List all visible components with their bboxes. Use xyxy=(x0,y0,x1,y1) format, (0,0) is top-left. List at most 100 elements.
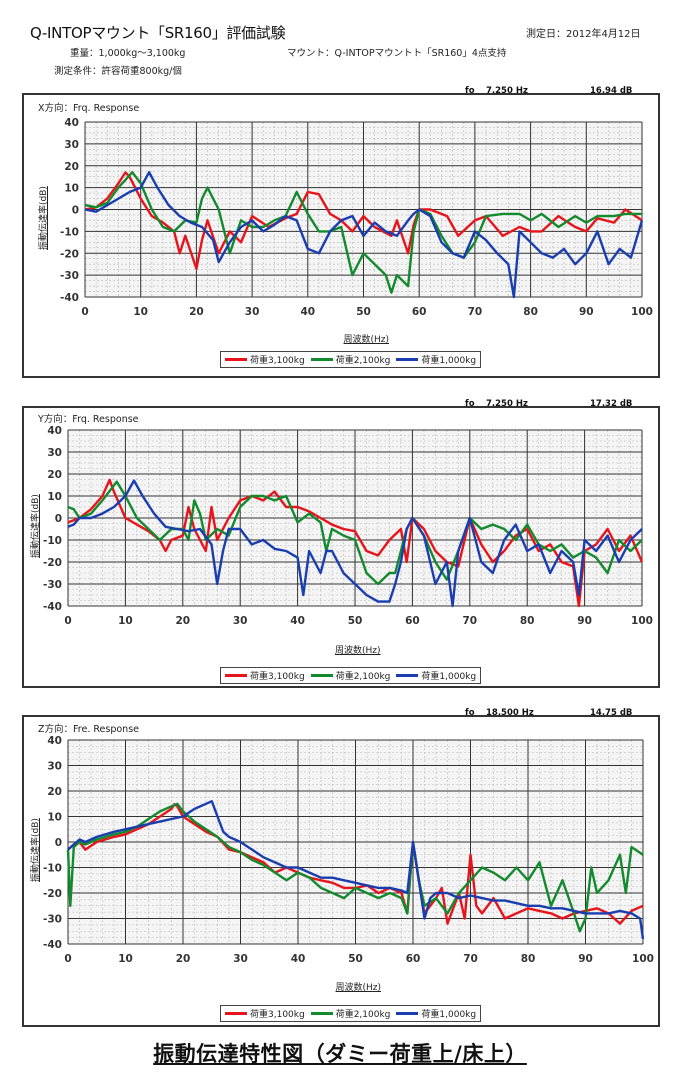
y-tick-label: 20 xyxy=(64,161,79,173)
x-tick-label: 30 xyxy=(233,953,248,965)
mount-info: マウント：Q-INTOPマウントト「SR160」4点支持 xyxy=(287,48,507,59)
legend-item: 荷重1,000kg xyxy=(396,1007,476,1020)
legend-swatch-green xyxy=(310,674,333,677)
legend-label: 荷重3,100kg xyxy=(250,1010,305,1020)
y-tick-label: -10 xyxy=(43,863,62,875)
y-tick-label: -30 xyxy=(60,270,79,282)
y-tick-label: 30 xyxy=(47,761,62,773)
x-tick-label: 80 xyxy=(521,953,536,965)
legend-swatch-red xyxy=(225,674,247,677)
y-tick-label: 0 xyxy=(55,513,62,525)
y-tick-label: -40 xyxy=(43,601,62,613)
legend-label: 荷重1,000kg xyxy=(421,356,477,366)
series-line-green xyxy=(67,480,643,586)
y-tick-label: 0 xyxy=(55,837,62,849)
legend-label: 荷重2,100kg xyxy=(335,356,391,366)
y-tick-label: -40 xyxy=(43,939,62,951)
fo-label: fo xyxy=(465,708,475,718)
fo-frequency: 7.250 Hz xyxy=(486,399,528,409)
x-tick-label: 100 xyxy=(631,306,653,318)
legend-swatch-blue xyxy=(396,674,419,677)
x-tick-label: 30 xyxy=(233,615,248,627)
x-tick-label: 80 xyxy=(520,615,535,627)
y-tick-label: 30 xyxy=(64,139,79,151)
series-line-red xyxy=(84,171,643,270)
legend-swatch-green xyxy=(310,358,333,361)
y-tick-label: 40 xyxy=(64,117,79,129)
document-title: Q-INTOPマウント「SR160」評価試験 xyxy=(30,24,286,42)
series-line-blue xyxy=(84,171,644,299)
chart-title: X方向：Frq. Response xyxy=(38,103,140,114)
y-tick-label: -10 xyxy=(43,535,62,547)
legend-item: 荷重3,100kg xyxy=(225,1007,305,1020)
y-tick-label: 0 xyxy=(72,205,79,217)
x-tick-label: 0 xyxy=(64,953,71,965)
y-tick-label: 40 xyxy=(47,425,62,437)
x-tick-label: 40 xyxy=(290,615,305,627)
fo-peak-db: 14.75 dB xyxy=(590,708,633,718)
legend-item: 荷重1,000kg xyxy=(396,669,476,682)
x-tick-label: 70 xyxy=(463,953,478,965)
x-tick-label: 0 xyxy=(64,615,71,627)
x-tick-label: 10 xyxy=(118,953,133,965)
y-tick-label: -20 xyxy=(43,557,62,569)
x-axis-label: 周波数(Hz) xyxy=(343,335,390,345)
legend-item: 荷重2,100kg xyxy=(310,353,391,366)
y-tick-label: 20 xyxy=(47,469,62,481)
y-tick-label: -20 xyxy=(60,248,79,260)
x-tick-label: 40 xyxy=(300,306,315,318)
x-tick-label: 50 xyxy=(348,615,363,627)
x-tick-label: 10 xyxy=(133,306,148,318)
x-tick-label: 60 xyxy=(405,615,420,627)
series-line-blue xyxy=(67,479,643,608)
x-tick-label: 60 xyxy=(406,953,421,965)
legend-label: 荷重3,100kg xyxy=(250,356,305,366)
fo-peak-db: 17.32 dB xyxy=(590,399,633,409)
legend-swatch-blue xyxy=(396,358,419,361)
legend: 荷重3,100kg 荷重2,100kg 荷重1,000kg xyxy=(220,667,482,684)
x-tick-label: 90 xyxy=(579,306,594,318)
figure-caption: 振動伝達特性図（ダミー荷重上/床上） xyxy=(153,1042,527,1066)
legend: 荷重3,100kg 荷重2,100kg 荷重1,000kg xyxy=(220,1005,482,1022)
legend-label: 荷重2,100kg xyxy=(335,672,391,682)
chart-title: Y方向：Frq. Response xyxy=(38,414,139,425)
y-tick-label: 20 xyxy=(47,786,62,798)
y-tick-label: -30 xyxy=(43,914,62,926)
fo-frequency: 18.500 Hz xyxy=(486,708,534,718)
series-line-blue xyxy=(67,800,645,940)
weight-range: 重量：1,000kg～3,100kg xyxy=(70,48,186,59)
x-tick-label: 20 xyxy=(176,953,191,965)
x-tick-label: 80 xyxy=(523,306,538,318)
x-tick-label: 70 xyxy=(462,615,477,627)
x-tick-label: 90 xyxy=(578,953,593,965)
x-tick-label: 60 xyxy=(412,306,427,318)
x-tick-label: 10 xyxy=(118,615,133,627)
x-tick-label: 50 xyxy=(356,306,371,318)
legend-item: 荷重3,100kg xyxy=(225,669,305,682)
measurement-condition: 測定条件：許容荷重800kg/個 xyxy=(54,66,182,77)
legend-label: 荷重1,000kg xyxy=(421,1010,477,1020)
legend-label: 荷重3,100kg xyxy=(250,672,305,682)
legend-swatch-green xyxy=(310,1012,333,1015)
legend-swatch-red xyxy=(225,1012,247,1015)
x-tick-label: 0 xyxy=(81,306,88,318)
legend-swatch-blue xyxy=(396,1012,419,1015)
x-tick-label: 40 xyxy=(291,953,306,965)
y-tick-label: 10 xyxy=(64,183,79,195)
y-tick-label: 30 xyxy=(47,447,62,459)
legend-label: 荷重1,000kg xyxy=(421,672,477,682)
y-tick-label: -30 xyxy=(43,579,62,591)
chart-title: Z方向：Fre. Response xyxy=(38,724,139,735)
x-tick-label: 50 xyxy=(348,953,363,965)
x-axis-label: 周波数(Hz) xyxy=(335,983,382,993)
x-tick-label: 20 xyxy=(175,615,190,627)
legend-label: 荷重2,100kg xyxy=(335,1010,391,1020)
x-tick-label: 100 xyxy=(632,953,654,965)
y-tick-label: 40 xyxy=(47,735,62,747)
legend-item: 荷重2,100kg xyxy=(310,669,391,682)
series-line-green xyxy=(84,171,642,294)
legend: 荷重3,100kg 荷重2,100kg 荷重1,000kg xyxy=(220,351,482,368)
